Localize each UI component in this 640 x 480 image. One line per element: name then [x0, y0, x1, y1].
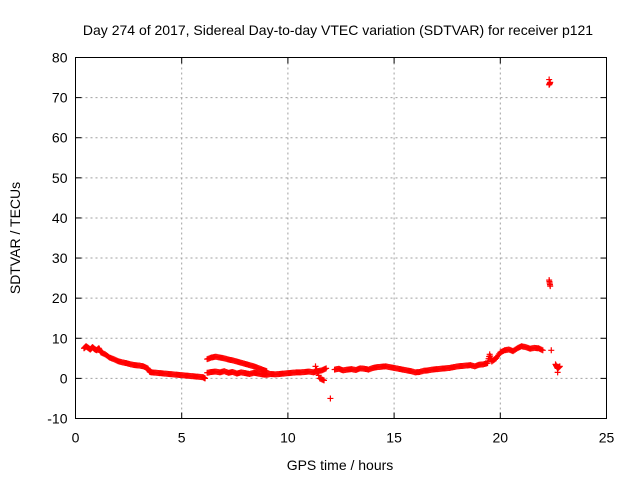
axis-ticks [75, 57, 607, 419]
y-tick-label: 80 [52, 50, 68, 66]
data-point-fill [313, 366, 320, 373]
data-point-fill [104, 352, 111, 359]
x-tick-label: 25 [599, 430, 615, 446]
tick-labels: 0 5 10 15 20 25 -10 0 10 20 30 40 50 60 70 80 [47, 50, 614, 446]
x-tick-label: 5 [178, 430, 186, 446]
x-tick-label: 20 [493, 430, 509, 446]
y-tick-label: -10 [47, 411, 67, 427]
x-tick-label: 10 [280, 430, 296, 446]
data-point-fill [546, 281, 553, 288]
data-point-fill [556, 363, 563, 370]
data-point-fill [546, 79, 553, 86]
data-point-fill [512, 346, 519, 353]
data-point [327, 395, 334, 402]
y-tick-label: 10 [52, 330, 68, 346]
data-point-fill [538, 346, 545, 353]
data-point [312, 363, 319, 370]
data-point-fill [314, 369, 321, 376]
y-tick-label: 60 [52, 130, 68, 146]
plot-frame [75, 57, 607, 419]
data-point-fill [201, 375, 208, 382]
chart-title: Day 274 of 2017, Sidereal Day-to-day VTE… [83, 22, 593, 38]
grid-lines [75, 57, 607, 419]
x-tick-label: 15 [386, 430, 402, 446]
x-tick-label: 0 [72, 430, 80, 446]
data-point-fill [322, 365, 329, 372]
y-tick-label: 40 [52, 210, 68, 226]
y-tick-label: 30 [52, 250, 68, 266]
y-tick-label: 0 [60, 370, 68, 386]
y-tick-label: 50 [52, 170, 68, 186]
data-point [548, 347, 555, 354]
data-point-fill [319, 376, 326, 383]
data-point-fill [315, 372, 322, 379]
data-point-fill [490, 356, 497, 363]
x-axis-label: GPS time / hours [287, 457, 394, 473]
data-points [80, 76, 563, 402]
y-tick-label: 20 [52, 290, 68, 306]
y-tick-label: 70 [52, 90, 68, 106]
y-axis-label: SDTVAR / TECUs [7, 182, 23, 294]
